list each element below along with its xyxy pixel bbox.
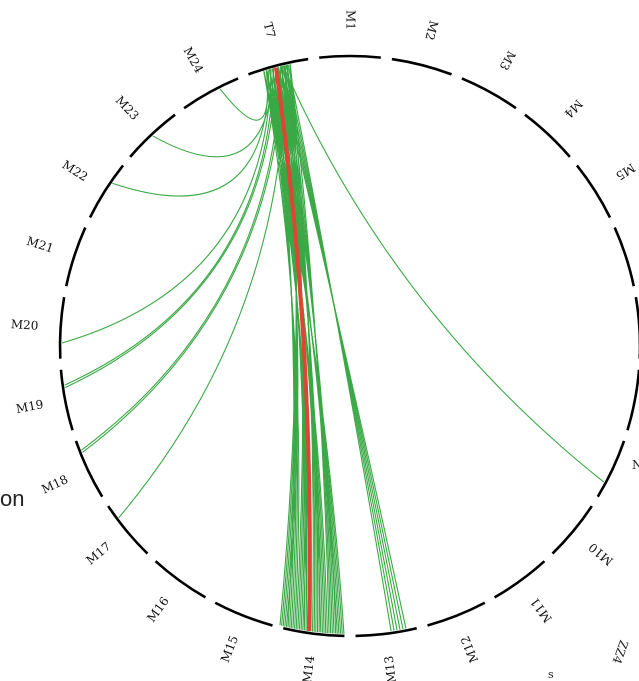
segment-arc-m12 — [427, 601, 486, 627]
segment-arc-m24 — [183, 77, 239, 110]
segment-label-m13: M13 — [382, 655, 399, 681]
segment-label-m10: M10 — [586, 540, 616, 568]
segment-label-t7: T7 — [261, 21, 278, 40]
segment-label-m1: M1 — [344, 10, 358, 30]
segment-arc-m4 — [524, 113, 571, 158]
segment-arc-m10 — [551, 505, 593, 555]
segment-label-m19: M19 — [15, 397, 45, 416]
highlight-link — [273, 67, 312, 632]
link-t7-m13-5 — [287, 64, 392, 632]
overlay-bottom-fragment-2: s — [548, 668, 554, 681]
segments-layer — [58, 54, 639, 638]
segment-label-m16: M16 — [144, 594, 172, 625]
segment-label-m21: M21 — [25, 234, 56, 256]
segment-label-m18: M18 — [39, 472, 70, 496]
segment-label-m17: M17 — [83, 539, 113, 567]
segment-label-m4: M4 — [561, 97, 585, 121]
segment-arc-m21 — [64, 227, 87, 287]
segment-arc-m8 — [626, 369, 639, 431]
segment-arc-m6 — [613, 227, 636, 287]
segment-arc-m17 — [107, 505, 149, 555]
segment-label-m14: M14 — [300, 654, 317, 681]
link-sparse-2 — [112, 69, 270, 197]
segment-arc-m16 — [154, 560, 207, 599]
segment-label-m22: M22 — [60, 158, 91, 185]
link-sparse-8 — [118, 65, 287, 519]
segment-label-m20: M20 — [10, 317, 38, 333]
link-t7-m14-19 — [289, 64, 314, 632]
segment-label-m15: M15 — [218, 634, 241, 665]
overlay-right-fragment: N — [632, 458, 639, 472]
segment-arc-m23 — [129, 113, 176, 158]
segment-arc-m13 — [355, 626, 418, 638]
segment-label-m2: M2 — [422, 19, 441, 42]
links-layer — [61, 64, 605, 634]
segment-label-m24: M24 — [181, 45, 207, 76]
link-sparse-4 — [64, 68, 275, 386]
segment-arc-m18 — [74, 440, 104, 498]
link-t7-m14-39 — [279, 64, 297, 626]
segment-arc-m14 — [282, 626, 345, 638]
link-sparse-5 — [64, 67, 277, 389]
segment-arc-m3 — [461, 77, 517, 110]
segment-label-m3: M3 — [497, 48, 519, 72]
link-sparse-0 — [282, 65, 605, 483]
link-sparse-9 — [219, 70, 269, 121]
link-sparse-1 — [152, 68, 275, 158]
segment-arc-m20 — [58, 296, 66, 359]
segment-arc-m1 — [319, 54, 381, 59]
segment-arc-m9 — [596, 440, 626, 498]
link-sparse-6 — [81, 66, 282, 451]
segment-label-m23: M23 — [113, 93, 142, 123]
segment-label-m5: M5 — [613, 160, 637, 182]
segment-arc-m19 — [59, 369, 74, 431]
segment-arc-m15 — [214, 601, 273, 627]
segment-label-m12: M12 — [458, 634, 481, 665]
link-sparse-7 — [82, 65, 284, 453]
overlay-left-word: on — [0, 486, 25, 511]
link-sparse-3 — [61, 69, 272, 344]
segment-arc-m11 — [493, 560, 546, 599]
segment-arc-t7 — [247, 57, 309, 76]
segment-arc-m22 — [88, 164, 125, 219]
segment-arc-m5 — [575, 164, 612, 219]
link-t7-m14-34 — [274, 67, 295, 628]
segment-arc-m7 — [634, 296, 639, 359]
segment-arc-m2 — [391, 57, 453, 76]
segment-label-m11: M11 — [527, 595, 555, 626]
